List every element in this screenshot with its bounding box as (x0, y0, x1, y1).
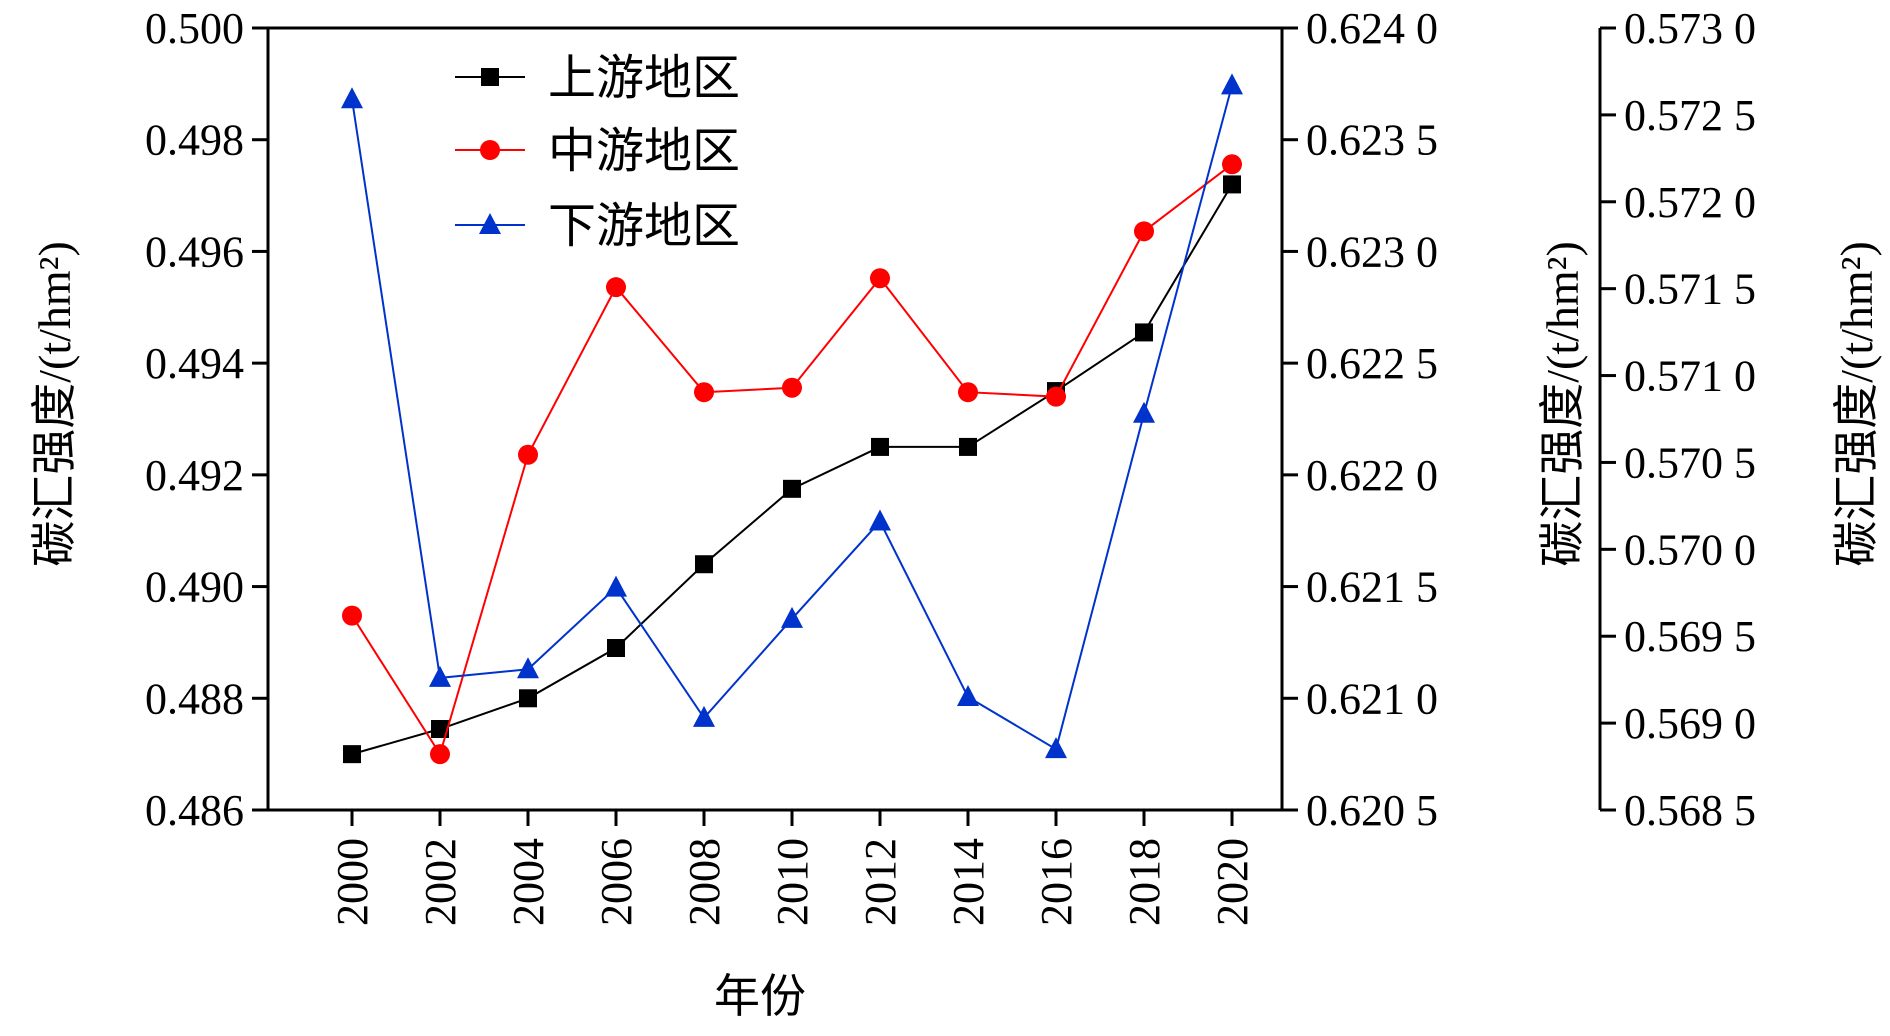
downstream-line (351, 85, 1233, 751)
upstream-point (783, 479, 801, 498)
downstream-point (957, 685, 979, 707)
midstream-point (958, 382, 978, 403)
ticks-group: 0.486 0.488 0.490 0.492 0.494 0.496 0.498 0.500… (145, 4, 1756, 926)
y-right1-tick-label: 0.620 5 (1306, 786, 1438, 835)
x-tick-label: 2004 (504, 838, 553, 926)
x-tick-label: 2008 (680, 838, 729, 926)
x-tick-label: 2010 (768, 838, 817, 926)
midstream-point (1222, 154, 1242, 175)
x-axis-title: 年份 (714, 971, 806, 1022)
x-tick-label: 2012 (856, 838, 905, 926)
y-right1-tick-label: 0.624 0 (1306, 4, 1438, 53)
y-left-tick-label: 0.496 (145, 227, 244, 276)
midstream-point (694, 382, 714, 403)
midstream-point (606, 277, 626, 298)
y-right1-tick-label: 0.621 5 (1306, 563, 1438, 612)
axis-titles-group: 年份 碳汇强度/(t/hm²) 碳汇强度/(t/hm²) 碳汇强度/(t/hm²… (29, 241, 1882, 1022)
legend-midstream-label: 中游地区 (548, 125, 740, 178)
y-right1-tick-label: 0.621 0 (1306, 674, 1438, 723)
y-right2-tick-label: 0.570 0 (1624, 525, 1756, 574)
y-right2-tick-label: 0.569 0 (1624, 699, 1756, 748)
x-tick-label: 2020 (1208, 838, 1257, 926)
y-axis-right1-title: 碳汇强度/(t/hm²) (1537, 241, 1588, 567)
y-right2-tick-label: 0.572 5 (1624, 91, 1756, 140)
downstream-point (693, 705, 715, 727)
x-tick-label: 2006 (592, 838, 641, 926)
midstream-point (518, 444, 538, 465)
y-left-tick-label: 0.498 (145, 116, 244, 165)
upstream-point (959, 437, 977, 456)
legend-upstream-label: 上游地区 (548, 52, 740, 105)
midstream-line (351, 163, 1233, 757)
y-right2-tick-label: 0.570 5 (1624, 438, 1756, 487)
downstream-point (517, 657, 539, 679)
midstream-point (342, 605, 362, 626)
upstream-point (607, 639, 625, 658)
midstream-point (1046, 386, 1066, 407)
y-left-tick-label: 0.492 (145, 451, 244, 500)
y-right1-tick-label: 0.623 0 (1306, 227, 1438, 276)
plot-frame (266, 26, 1284, 812)
y-right2-tick-label: 0.572 0 (1624, 178, 1756, 227)
legend-upstream-marker (481, 68, 499, 86)
y-left-tick-label: 0.500 (145, 4, 244, 53)
series-group (341, 73, 1243, 765)
y-right2-tick-label: 0.571 5 (1624, 265, 1756, 314)
upstream-point (695, 555, 713, 574)
midstream-point (782, 377, 802, 398)
upstream-point (871, 437, 889, 456)
midstream-point (1134, 221, 1154, 242)
y-left-tick-label: 0.494 (145, 339, 244, 388)
legend-downstream-label: 下游地区 (548, 200, 740, 253)
legend-downstream-marker (479, 213, 501, 234)
downstream-point (781, 606, 803, 628)
y-right2-tick-label: 0.573 0 (1624, 4, 1756, 53)
y-right2-tick-label: 0.569 5 (1624, 612, 1756, 661)
legend-midstream-marker (480, 140, 500, 160)
y-right1-tick-label: 0.622 5 (1306, 339, 1438, 388)
y-left-tick-label: 0.486 (145, 786, 244, 835)
midstream-point (430, 744, 450, 765)
plot-frame-group (266, 26, 1602, 812)
upstream-line (351, 183, 1233, 756)
y-left-tick-label: 0.490 (145, 563, 244, 612)
downstream-point (1133, 401, 1155, 423)
midstream-point (870, 268, 890, 289)
upstream-point (431, 720, 449, 739)
y-axis-right2-title: 碳汇强度/(t/hm²) (1831, 241, 1882, 567)
y-axis-left-title: 碳汇强度/(t/hm²) (29, 241, 80, 567)
downstream-point (341, 87, 363, 109)
x-tick-label: 2014 (944, 838, 993, 926)
y-left-tick-label: 0.488 (145, 674, 244, 723)
downstream-point (1221, 73, 1243, 95)
y-right1-tick-label: 0.623 5 (1306, 116, 1438, 165)
x-tick-label: 2000 (328, 838, 377, 926)
upstream-point (519, 689, 537, 708)
downstream-point (869, 509, 891, 531)
x-tick-label: 2016 (1032, 838, 1081, 926)
downstream-point (429, 665, 451, 687)
upstream-point (1223, 175, 1241, 194)
downstream-point (605, 575, 627, 597)
downstream-point (1045, 737, 1067, 759)
upstream-point (343, 745, 361, 764)
upstream-point (1135, 323, 1153, 342)
x-tick-label: 2002 (416, 838, 465, 926)
y-right2-tick-label: 0.568 5 (1624, 786, 1756, 835)
y-right2-tick-label: 0.571 0 (1624, 352, 1756, 401)
y-right1-tick-label: 0.622 0 (1306, 451, 1438, 500)
x-tick-label: 2018 (1120, 838, 1169, 926)
